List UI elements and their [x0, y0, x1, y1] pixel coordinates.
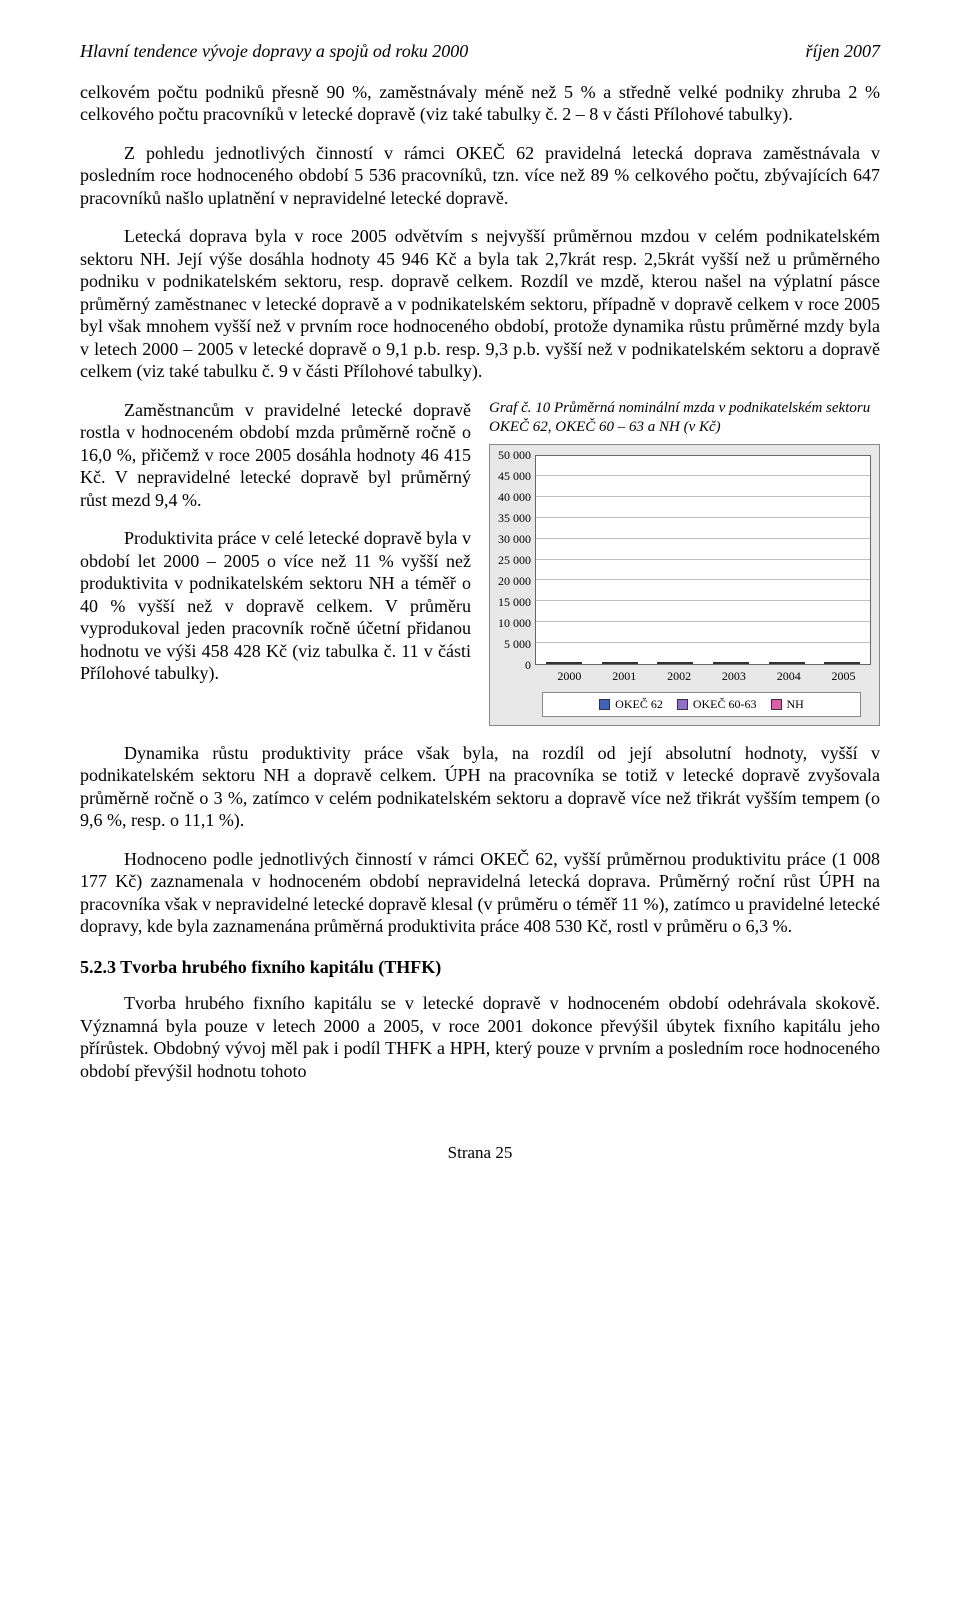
paragraph-3: Letecká doprava byla v roce 2005 odvětví… — [80, 225, 880, 383]
chart-container: 50 000 45 000 40 000 35 000 30 000 25 000 20 0… — [489, 444, 880, 726]
bar-group — [647, 662, 703, 664]
legend-label: NH — [787, 697, 804, 712]
y-tick-label: 30 000 — [498, 533, 531, 545]
x-tick-label: 2000 — [542, 669, 597, 684]
legend-label: OKEČ 60-63 — [693, 697, 757, 712]
y-tick-label: 5 000 — [504, 638, 531, 650]
chart-plot-area — [535, 455, 871, 665]
bar-group — [814, 662, 870, 664]
x-tick-label: 2002 — [652, 669, 707, 684]
x-tick-label: 2003 — [706, 669, 761, 684]
legend-swatch — [599, 699, 610, 710]
legend-swatch — [677, 699, 688, 710]
legend-item: OKEČ 60-63 — [677, 697, 757, 712]
y-tick-label: 20 000 — [498, 575, 531, 587]
legend-item: OKEČ 62 — [599, 697, 663, 712]
bar — [614, 662, 626, 664]
paragraph-6: Tvorba hrubého fixního kapitálu se v let… — [80, 992, 880, 1082]
paragraph-left-2: Produktivita práce v celé letecké doprav… — [80, 527, 471, 685]
header-title: Hlavní tendence vývoje dopravy a spojů o… — [80, 40, 468, 63]
chart-legend: OKEČ 62 OKEČ 60-63 NH — [542, 692, 861, 717]
x-tick-label: 2005 — [816, 669, 871, 684]
paragraph-1: celkovém počtu podniků přesně 90 %, zamě… — [80, 81, 880, 126]
bar — [725, 662, 737, 664]
bar-group — [536, 662, 592, 664]
x-tick-label: 2004 — [761, 669, 816, 684]
bar — [836, 662, 848, 664]
chart-caption: Graf č. 10 Průměrná nominální mzda v pod… — [489, 399, 880, 438]
x-tick-label: 2001 — [597, 669, 652, 684]
header-date: říjen 2007 — [806, 40, 881, 63]
bar — [793, 662, 805, 664]
bar — [626, 662, 638, 664]
bar-group — [703, 662, 759, 664]
bar — [558, 662, 570, 664]
bar-group — [759, 662, 815, 664]
y-tick-label: 0 — [525, 659, 531, 671]
legend-item: NH — [771, 697, 804, 712]
chart-x-axis: 200020012002200320042005 — [542, 669, 871, 684]
y-tick-label: 45 000 — [498, 470, 531, 482]
page-footer: Strana 25 — [80, 1142, 880, 1163]
y-tick-label: 50 000 — [498, 449, 531, 461]
section-heading-thfk: 5.2.3 Tvorba hrubého fixního kapitálu (T… — [80, 956, 880, 979]
bar — [681, 662, 693, 664]
paragraph-2: Z pohledu jednotlivých činností v rámci … — [80, 142, 880, 210]
y-tick-label: 35 000 — [498, 512, 531, 524]
paragraph-left-1: Zaměstnancům v pravidelné letecké doprav… — [80, 399, 471, 512]
legend-swatch — [771, 699, 782, 710]
y-tick-label: 40 000 — [498, 491, 531, 503]
bar — [848, 662, 860, 664]
chart-y-axis: 50 000 45 000 40 000 35 000 30 000 25 000 20 0… — [498, 449, 535, 671]
paragraph-5: Hodnoceno podle jednotlivých činností v … — [80, 848, 880, 938]
y-tick-label: 25 000 — [498, 554, 531, 566]
bar — [546, 662, 558, 664]
paragraph-4: Dynamika růstu produktivity práce však b… — [80, 742, 880, 832]
bar — [669, 662, 681, 664]
bar — [769, 662, 781, 664]
bar — [657, 662, 669, 664]
legend-label: OKEČ 62 — [615, 697, 663, 712]
bar — [602, 662, 614, 664]
y-tick-label: 15 000 — [498, 596, 531, 608]
bar — [570, 662, 582, 664]
bar — [713, 662, 725, 664]
bar — [737, 662, 749, 664]
bar — [824, 662, 836, 664]
page-header: Hlavní tendence vývoje dopravy a spojů o… — [80, 40, 880, 63]
bar — [781, 662, 793, 664]
y-tick-label: 10 000 — [498, 617, 531, 629]
bar-group — [592, 662, 648, 664]
